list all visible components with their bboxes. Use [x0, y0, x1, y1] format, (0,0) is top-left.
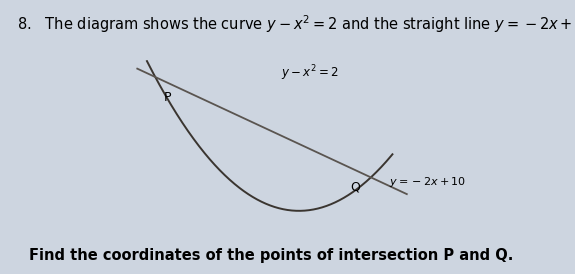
Text: 8.   The diagram shows the curve $y - x^2 = 2$ and the straight line $y = -2x + : 8. The diagram shows the curve $y - x^2 … — [17, 14, 575, 35]
Text: $y - x^2 = 2$: $y - x^2 = 2$ — [281, 63, 339, 83]
Text: Find the coordinates of the points of intersection P and Q.: Find the coordinates of the points of in… — [29, 248, 513, 263]
Text: Q: Q — [350, 181, 359, 194]
Text: P: P — [164, 92, 171, 104]
Text: $y = -2x + 10$: $y = -2x + 10$ — [389, 175, 466, 189]
